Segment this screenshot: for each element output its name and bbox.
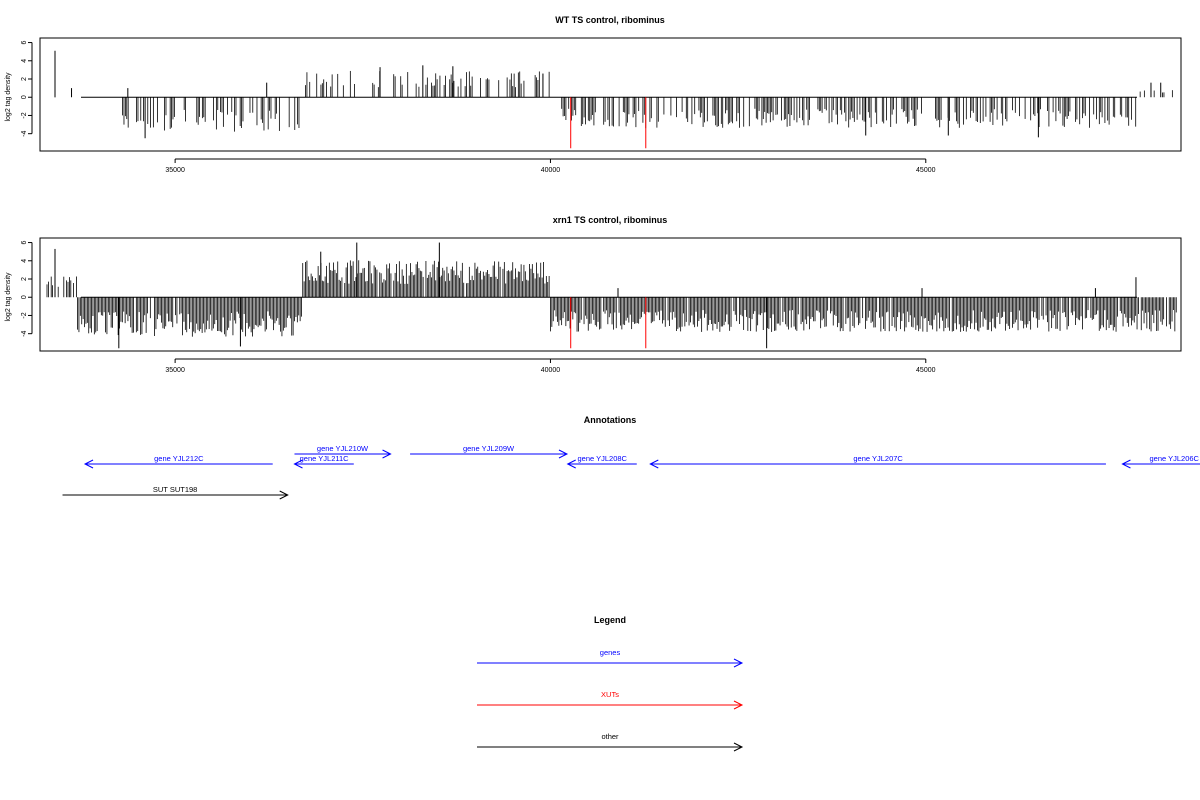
legend-item: genes [477,648,744,668]
feature-label: gene YJL208C [577,454,627,463]
arrow-head [733,658,744,668]
x-tick-label: 40000 [541,167,561,174]
arrow-head [293,459,303,469]
feature-arrow: gene YJL208C [566,454,637,469]
arrow-head [733,742,744,752]
annotations-panel: Annotations gene YJL212C gene YJL211Cgene… [62,415,1200,500]
arrow-head [566,459,576,469]
y-tick-label: 6 [21,241,28,245]
y-tick-label: 2 [21,277,28,281]
legend-panel: Legend genes XUTs other [477,615,744,752]
axes: -4 -2 0 2 4 6 35000 40000 45000 [21,41,936,174]
feature-label: gene YJL209W [463,444,515,453]
plot-frame [39,37,1182,152]
panel-title: WT TS control, ribominus [555,15,665,25]
arrow-head [382,449,392,459]
legend-items: genes XUTs other [477,648,744,752]
axes: -4 -2 0 2 4 6 35000 40000 45000 [21,241,936,374]
xrn1-density-panel: xrn1 TS control, ribominus log2 tag dens… [5,215,1182,374]
feature-arrow: gene YJL211C [293,454,354,469]
x-tick-label: 35000 [165,167,185,174]
feature-label: gene YJL206C [1149,454,1199,463]
feature-arrow: SUT SUT198 [62,485,289,500]
arrow-head [649,459,659,469]
y-tick-label: 4 [21,259,28,263]
legend-label: genes [600,648,621,657]
x-tick-label: 40000 [541,367,561,374]
x-tick-label: 45000 [916,367,936,374]
arrow-head [558,449,569,459]
feature-arrow: gene YJL206C [1121,454,1200,469]
y-tick-label: 6 [21,41,28,45]
arrow-head [1121,459,1131,469]
annotations-title: Annotations [584,415,637,425]
feature-label: gene YJL210W [317,444,369,453]
feature-arrow: gene YJL210W [294,444,392,459]
legend-label: XUTs [601,690,619,699]
arrow-head [279,490,289,500]
feature-arrow: gene YJL209W [410,444,569,459]
arrow-head [83,459,94,469]
legend-item: XUTs [477,690,744,710]
x-tick-label: 45000 [916,167,936,174]
wt-density-panel: WT TS control, ribominus log2 tag densit… [5,15,1182,174]
panel-title: xrn1 TS control, ribominus [553,215,668,225]
feature-arrow: gene YJL207C [649,454,1106,469]
feature-label: gene YJL212C [154,454,204,463]
legend-label: other [601,732,619,741]
y-tick-label: -2 [21,112,28,118]
y-tick-label: 4 [21,59,28,63]
y-tick-label: 0 [21,95,28,99]
y-tick-label: -4 [21,130,28,136]
x-tick-label: 35000 [165,367,185,374]
arrow-head [733,700,744,710]
feature-arrow: gene YJL212C [83,454,273,469]
feature-label: gene YJL207C [853,454,903,463]
y-tick-label: -4 [21,330,28,336]
y-tick-label: -2 [21,312,28,318]
legend-item: other [477,732,744,752]
y-axis-label: log2 tag density [5,72,12,122]
feature-label: gene YJL211C [300,454,350,463]
density-bars [39,242,1177,349]
y-tick-label: 2 [21,77,28,81]
density-bars [54,50,1173,149]
y-tick-label: 0 [21,295,28,299]
feature-label: SUT SUT198 [153,485,197,494]
y-axis-label: log2 tag density [5,272,12,322]
legend-title: Legend [594,615,626,625]
